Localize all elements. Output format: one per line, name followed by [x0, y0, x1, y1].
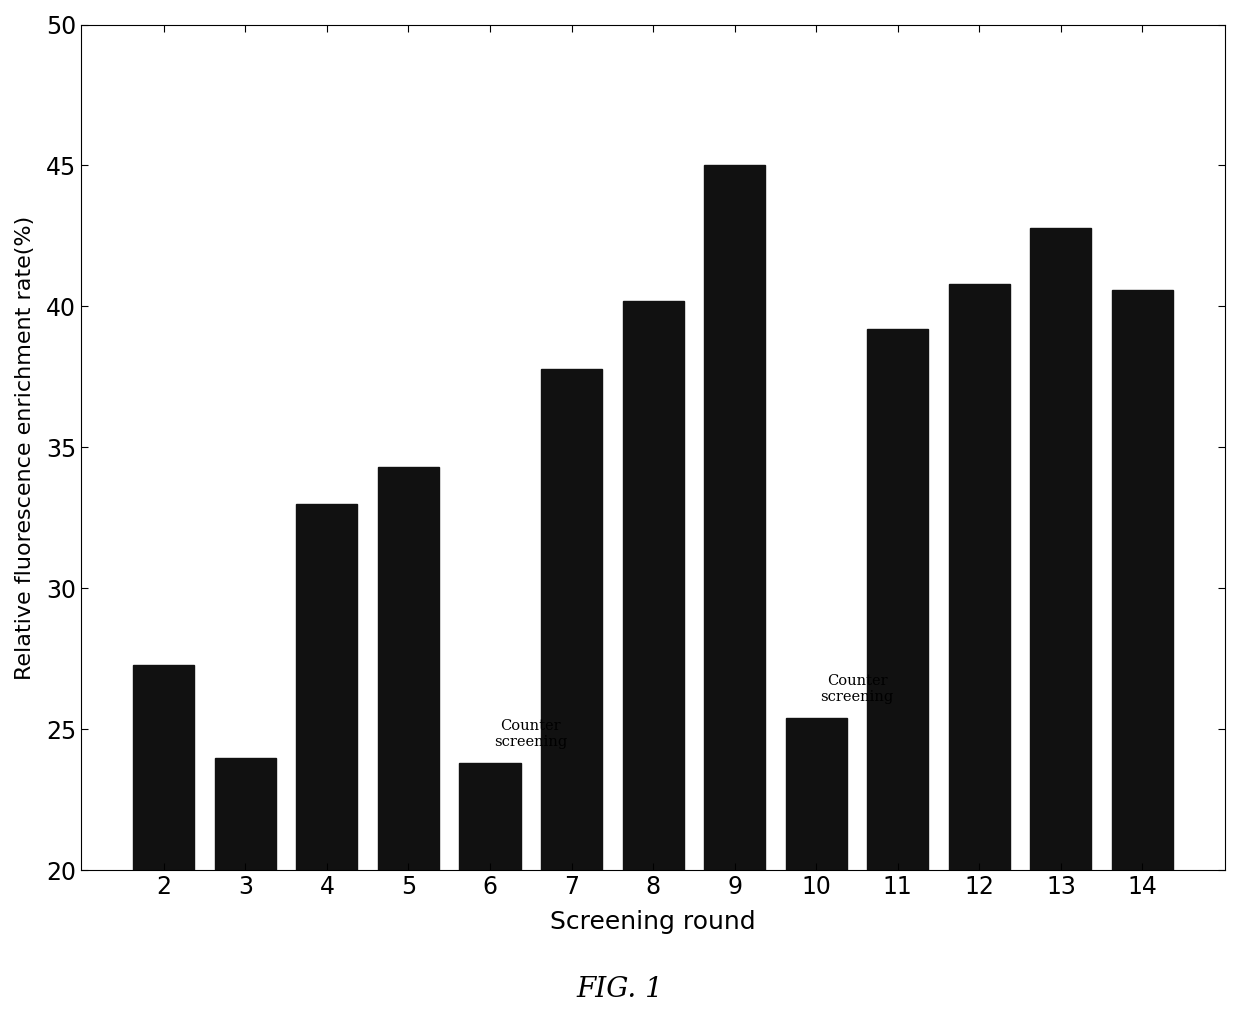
Bar [704, 166, 765, 871]
Bar [133, 665, 195, 871]
Bar [786, 718, 847, 871]
Bar [949, 284, 1009, 871]
X-axis label: Screening round: Screening round [551, 910, 756, 934]
Text: Counter
screening: Counter screening [821, 674, 894, 704]
Text: Counter
screening: Counter screening [495, 719, 568, 749]
Bar [867, 329, 929, 871]
Bar [1030, 227, 1091, 871]
Bar [215, 758, 277, 871]
Bar [541, 369, 603, 871]
Bar [460, 764, 521, 871]
Y-axis label: Relative fluorescence enrichment rate(%): Relative fluorescence enrichment rate(%) [15, 215, 35, 680]
Bar [296, 504, 357, 871]
Bar [378, 468, 439, 871]
Bar [622, 301, 683, 871]
Bar [1112, 290, 1173, 871]
Text: FIG. 1: FIG. 1 [577, 977, 663, 1003]
